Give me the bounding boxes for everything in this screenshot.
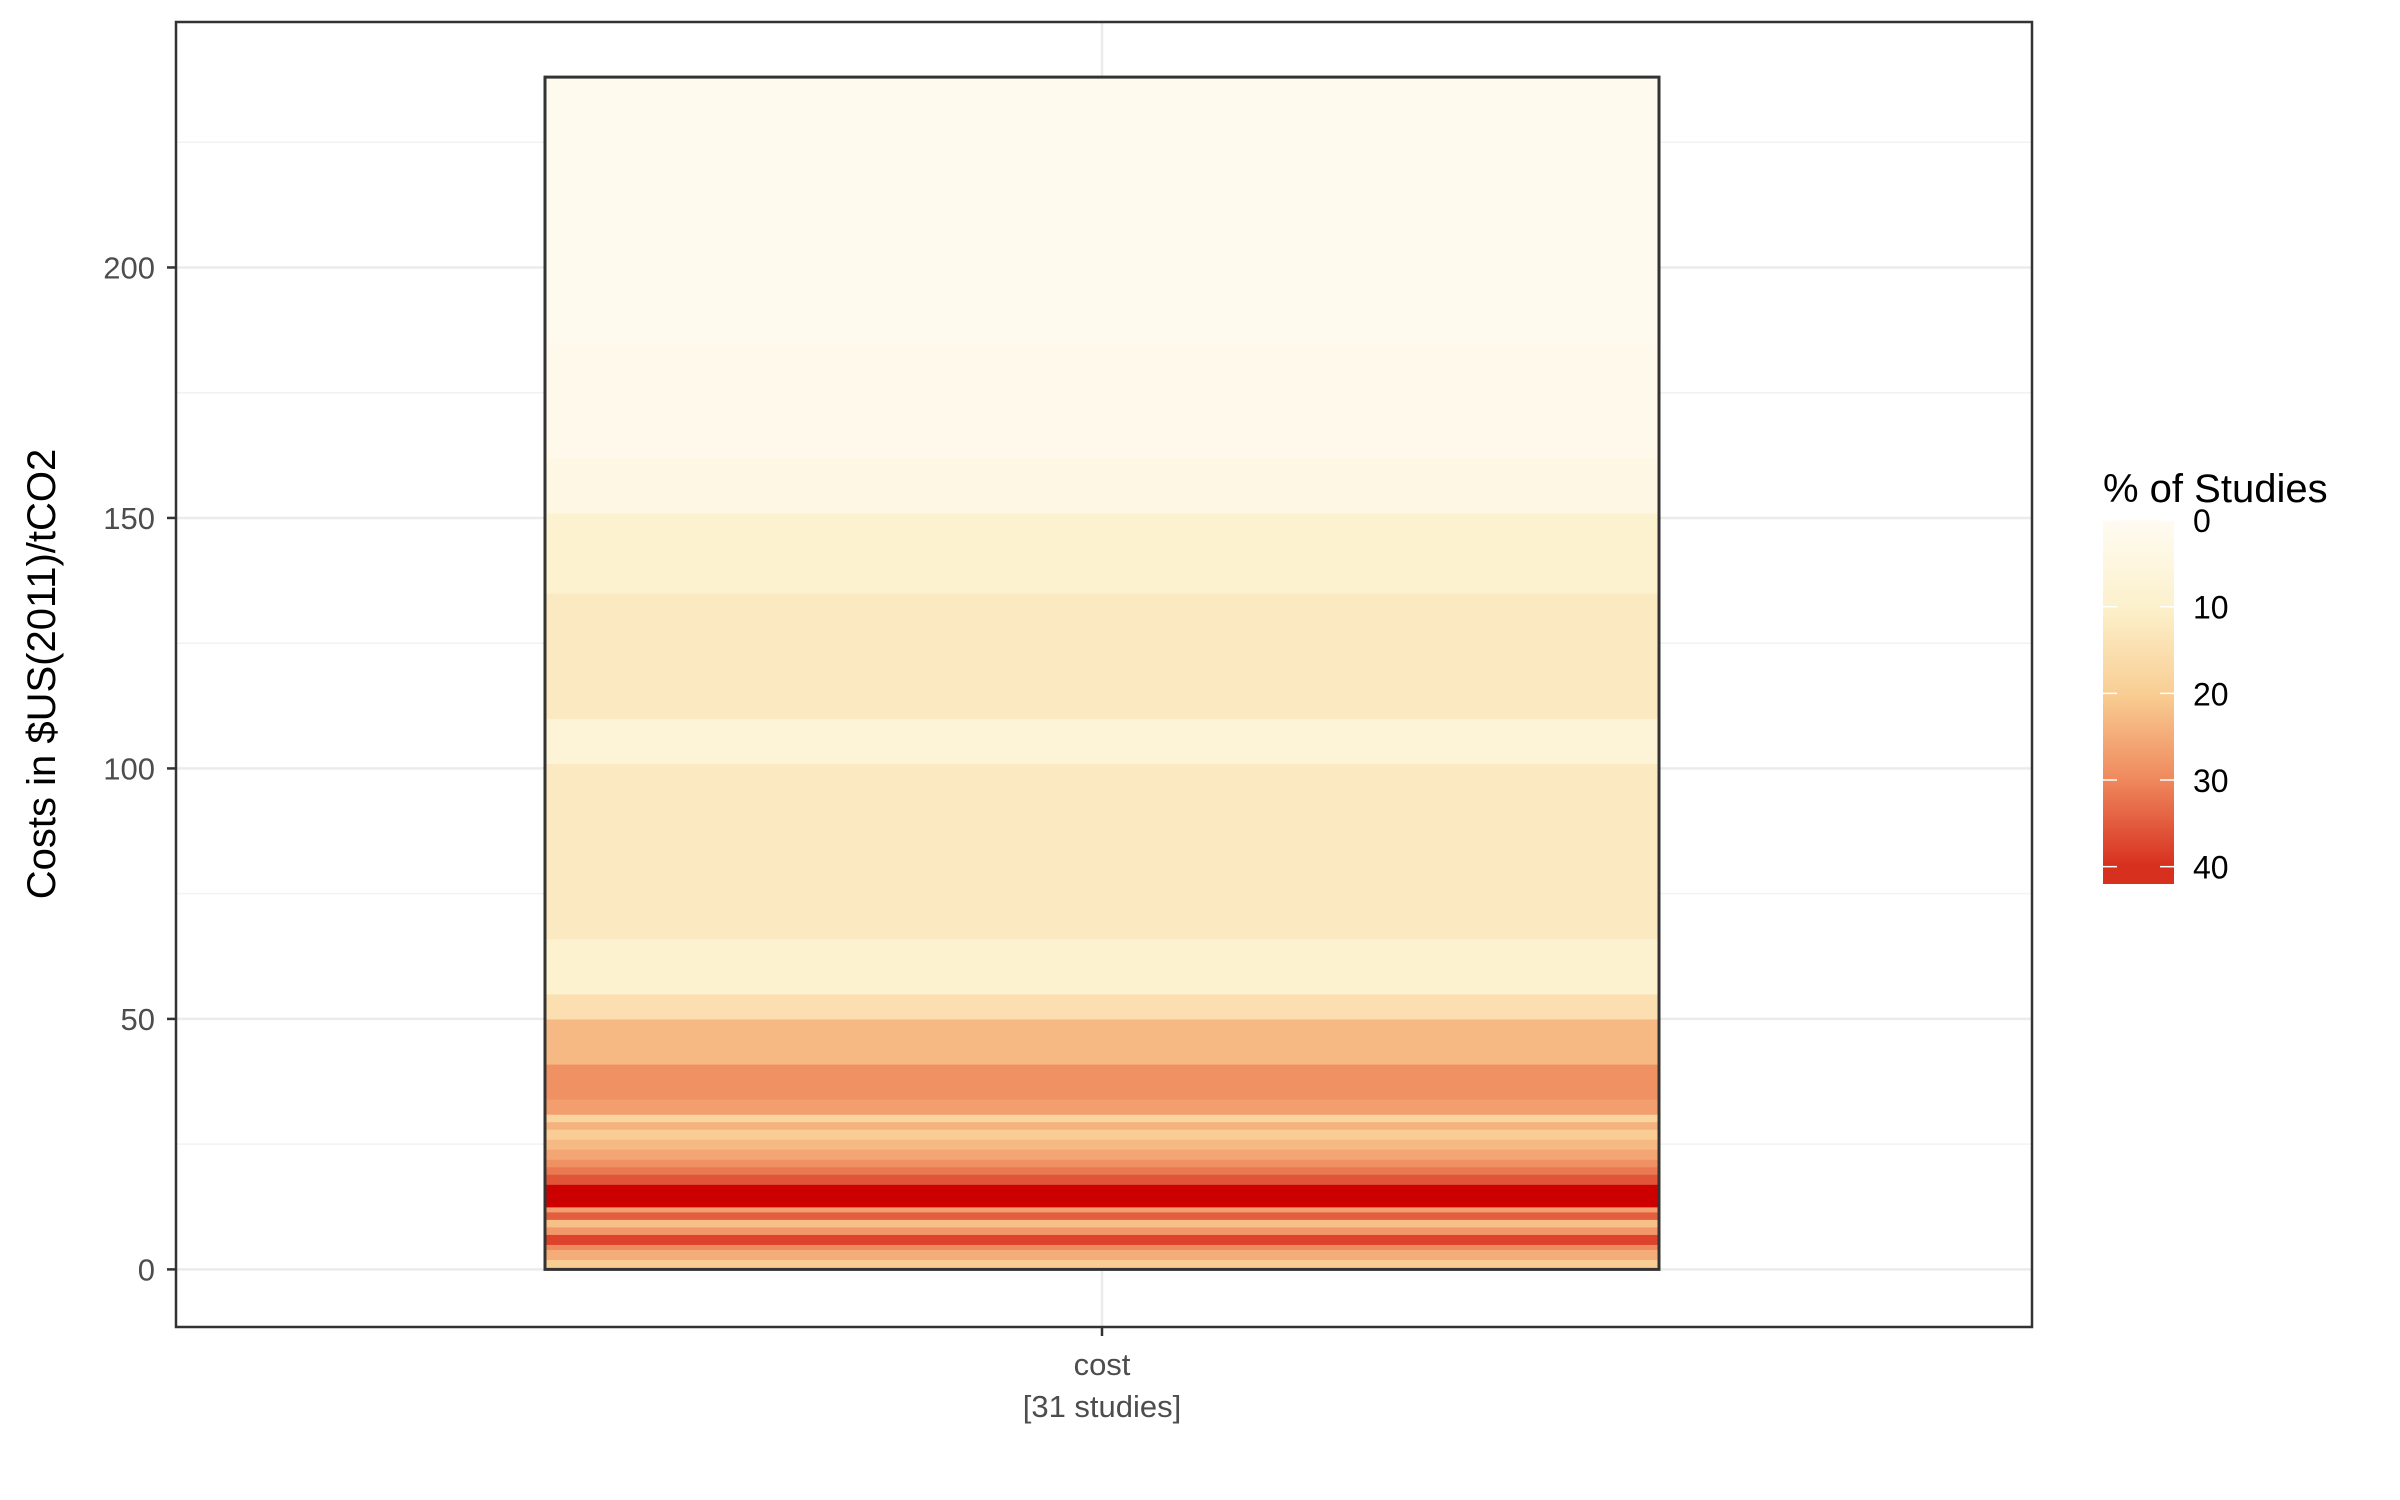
- legend: % of Studies 0 10 20 30 40: [2103, 467, 2328, 886]
- heat-band: [545, 1174, 1659, 1185]
- heat-band: [545, 938, 1659, 995]
- heat-band: [545, 1184, 1659, 1208]
- y-tick-label: 50: [121, 1002, 155, 1037]
- heat-band: [545, 1099, 1659, 1115]
- legend-tick-label: 20: [2193, 676, 2229, 712]
- heat-band: [545, 1211, 1659, 1220]
- heat-band: [545, 1018, 1659, 1065]
- heat-band: [545, 1159, 1659, 1168]
- y-tick-label: 0: [138, 1252, 155, 1287]
- heat-band: [545, 1226, 1659, 1235]
- y-tick-label: 100: [103, 751, 155, 786]
- heat-band: [545, 763, 1659, 940]
- heat-band: [545, 1259, 1659, 1270]
- legend-colorbar: [2103, 520, 2174, 884]
- legend-tick-label: 10: [2193, 590, 2229, 626]
- heat-band: [545, 1114, 1659, 1123]
- heat-band: [545, 77, 1659, 344]
- heat-band: [545, 1244, 1659, 1250]
- heat-band: [545, 457, 1659, 514]
- heat-band: [545, 342, 1659, 459]
- y-axis: 0 50 100 150 200: [103, 250, 176, 1287]
- heat-band: [545, 1063, 1659, 1100]
- legend-tick-label: 40: [2193, 850, 2229, 886]
- legend-tick-label: 0: [2193, 503, 2211, 539]
- heat-band: [545, 1139, 1659, 1150]
- legend-ticks: 0 10 20 30 40: [2103, 503, 2229, 886]
- legend-title: % of Studies: [2103, 467, 2328, 511]
- heat-band: [545, 1234, 1659, 1245]
- heat-band: [545, 1121, 1659, 1130]
- legend-tick-label: 30: [2193, 763, 2229, 799]
- x-tick-sublabel: [31 studies]: [1023, 1389, 1182, 1424]
- heat-band: [545, 1129, 1659, 1140]
- heat-band: [545, 1206, 1659, 1213]
- heat-band: [545, 1219, 1659, 1228]
- heat-band: [545, 1149, 1659, 1160]
- heat-band: [545, 993, 1659, 1020]
- x-axis: cost [31 studies]: [1023, 1327, 1182, 1424]
- plot-border: [174, 20, 2034, 1329]
- x-tick-label: cost: [1074, 1347, 1131, 1382]
- y-axis-title: Costs in $US(2011)/tCO2: [20, 449, 64, 900]
- heat-band: [545, 718, 1659, 765]
- heat-band: [545, 593, 1659, 719]
- heat-band: [545, 1249, 1659, 1260]
- heat-band: [545, 1166, 1659, 1175]
- heat-band: [545, 512, 1659, 594]
- y-tick-label: 200: [103, 250, 155, 285]
- heat-bands: [545, 77, 1659, 1270]
- bar-outline: [543, 75, 1661, 1271]
- y-tick-label: 150: [103, 501, 155, 536]
